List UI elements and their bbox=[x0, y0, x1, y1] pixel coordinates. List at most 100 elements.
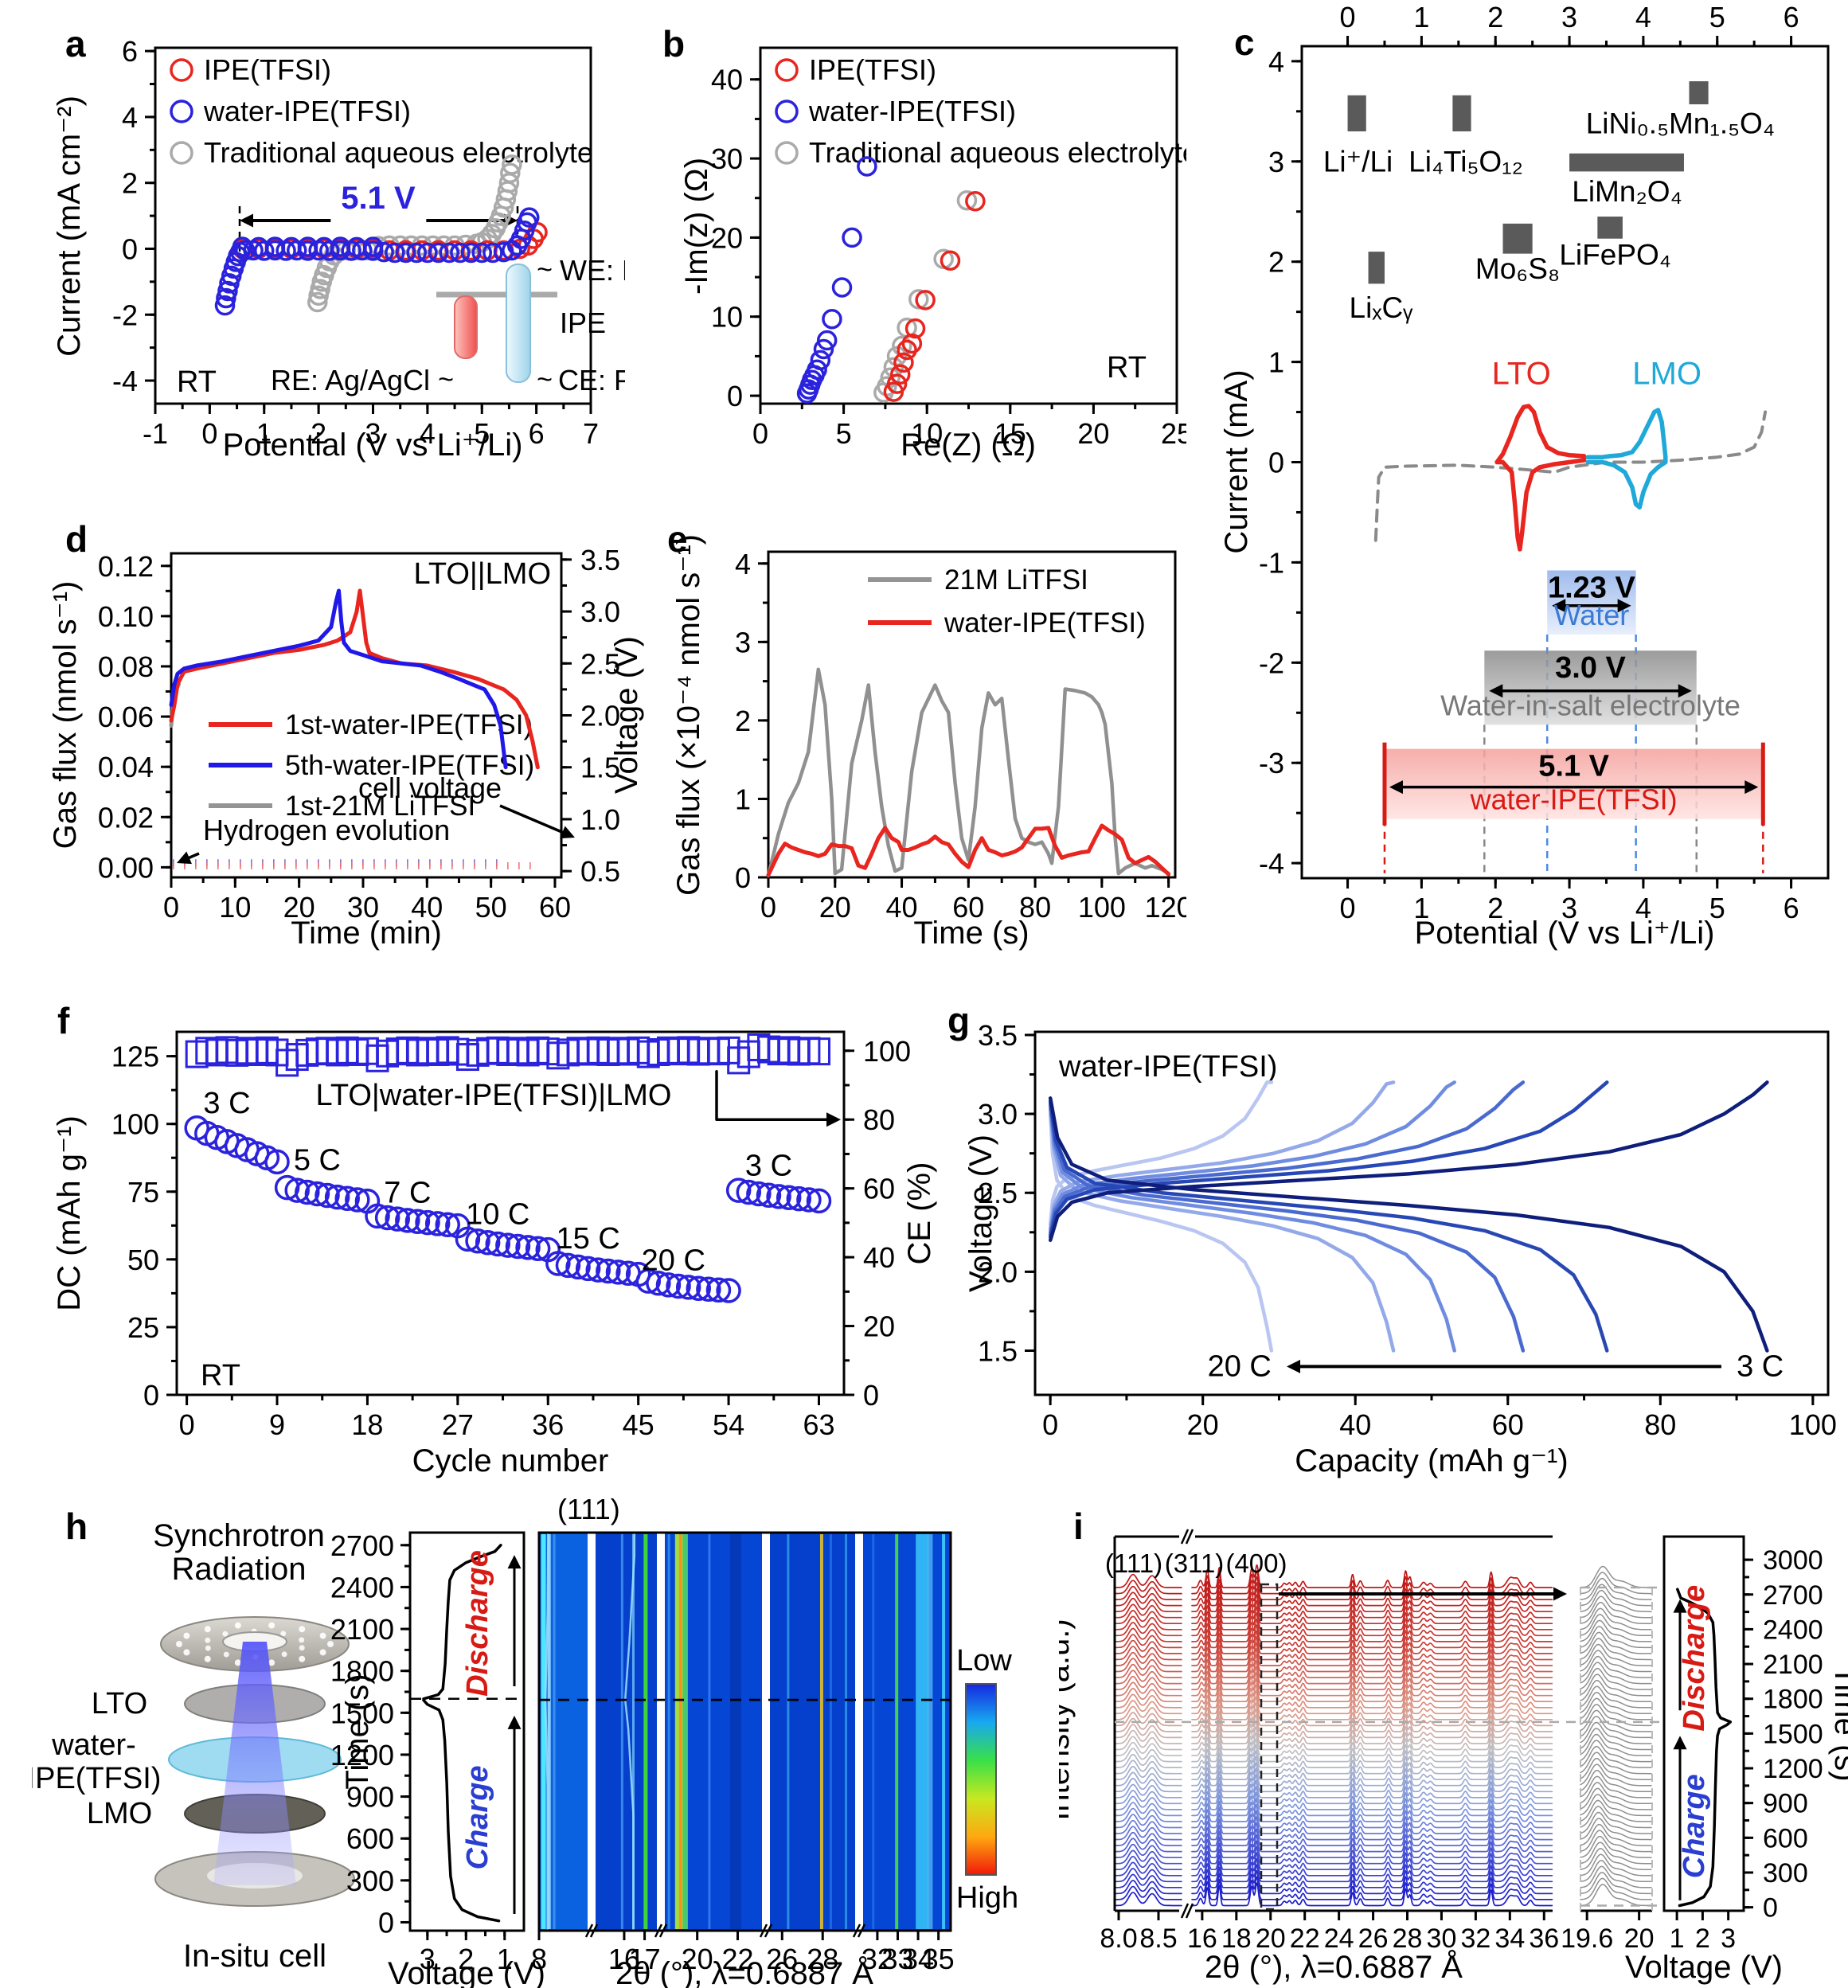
svg-text:Radiation: Radiation bbox=[171, 1552, 306, 1587]
svg-text:2.5: 2.5 bbox=[580, 647, 620, 680]
svg-text:-1: -1 bbox=[1259, 546, 1284, 579]
panel-e-chart: 0 20 40 60 80 100 120 0 1 2 3 4 Time (s) Gas flux (×1… bbox=[671, 534, 1186, 951]
svg-text:1: 1 bbox=[1413, 1, 1429, 33]
svg-text:45: 45 bbox=[623, 1408, 654, 1441]
svg-text:2θ (°), λ=0.6887 Å: 2θ (°), λ=0.6887 Å bbox=[615, 1955, 873, 1988]
svg-text:100: 100 bbox=[1789, 1408, 1837, 1441]
svg-text:32: 32 bbox=[861, 1943, 893, 1975]
svg-text:36: 36 bbox=[532, 1408, 564, 1441]
svg-text:Li⁺/Li: Li⁺/Li bbox=[1323, 145, 1393, 178]
svg-text:0: 0 bbox=[1042, 1408, 1058, 1441]
svg-text:20: 20 bbox=[1077, 417, 1109, 450]
svg-text:Charge: Charge bbox=[461, 1765, 494, 1869]
svg-text:100: 100 bbox=[1078, 891, 1126, 924]
svg-text:30: 30 bbox=[347, 891, 379, 924]
svg-text:2: 2 bbox=[735, 705, 751, 737]
svg-text:18: 18 bbox=[351, 1408, 383, 1441]
svg-text:4: 4 bbox=[420, 417, 436, 450]
svg-text:water-IPE(TFSI): water-IPE(TFSI) bbox=[944, 607, 1146, 639]
svg-text:Cycle number: Cycle number bbox=[412, 1443, 609, 1478]
svg-text:22: 22 bbox=[721, 1943, 753, 1975]
svg-text:0.04: 0.04 bbox=[98, 751, 154, 783]
svg-text:9: 9 bbox=[269, 1408, 285, 1441]
svg-text:LTO||LMO: LTO||LMO bbox=[414, 557, 551, 591]
svg-text:28: 28 bbox=[1393, 1924, 1423, 1954]
svg-text:5: 5 bbox=[836, 417, 852, 450]
svg-text:0.5: 0.5 bbox=[580, 855, 620, 888]
svg-text:~: ~ bbox=[537, 365, 553, 395]
svg-text:5.1 V: 5.1 V bbox=[341, 181, 416, 216]
svg-text:2: 2 bbox=[1487, 1, 1503, 33]
svg-text:1500: 1500 bbox=[330, 1697, 394, 1729]
svg-text:RT: RT bbox=[177, 365, 217, 399]
svg-text:3.5: 3.5 bbox=[580, 544, 620, 576]
svg-text:0: 0 bbox=[752, 417, 768, 450]
svg-text:0: 0 bbox=[163, 891, 179, 924]
svg-text:Li₄Ti₅O₁₂: Li₄Ti₅O₁₂ bbox=[1408, 145, 1523, 178]
svg-text:5: 5 bbox=[1709, 892, 1725, 924]
svg-text:600: 600 bbox=[346, 1822, 394, 1855]
svg-text:0: 0 bbox=[143, 1379, 159, 1412]
svg-text:2700: 2700 bbox=[330, 1529, 394, 1562]
svg-text:IPE(TFSI): IPE(TFSI) bbox=[32, 1762, 161, 1795]
svg-text:-2: -2 bbox=[112, 299, 138, 331]
svg-text:50: 50 bbox=[127, 1244, 159, 1276]
svg-text:Charge: Charge bbox=[1678, 1774, 1711, 1878]
svg-text:80: 80 bbox=[1019, 891, 1051, 924]
svg-text:2: 2 bbox=[1268, 246, 1284, 279]
svg-text:~: ~ bbox=[438, 365, 454, 395]
svg-text:28: 28 bbox=[807, 1943, 838, 1975]
svg-text:10: 10 bbox=[711, 301, 743, 334]
svg-text:1: 1 bbox=[1268, 346, 1284, 379]
svg-text:Voltage (V): Voltage (V) bbox=[963, 1135, 998, 1292]
svg-text:(111): (111) bbox=[557, 1493, 620, 1525]
svg-text:5 C: 5 C bbox=[294, 1144, 341, 1178]
svg-text:RE: Ag/AgCl: RE: Ag/AgCl bbox=[271, 364, 430, 396]
panel-e-label: e bbox=[667, 518, 688, 560]
svg-text:600: 600 bbox=[1763, 1823, 1808, 1853]
svg-text:60: 60 bbox=[863, 1173, 895, 1205]
svg-text:0.02: 0.02 bbox=[98, 801, 154, 834]
svg-text:80: 80 bbox=[863, 1103, 895, 1136]
svg-text:LTO: LTO bbox=[92, 1687, 147, 1720]
svg-text:0: 0 bbox=[1268, 447, 1284, 479]
svg-text:LiNi₀.₅Mn₁.₅O₄: LiNi₀.₅Mn₁.₅O₄ bbox=[1586, 107, 1775, 140]
svg-text:40: 40 bbox=[886, 891, 918, 924]
svg-text:Time (min): Time (min) bbox=[291, 916, 442, 951]
svg-text:100: 100 bbox=[863, 1035, 911, 1068]
svg-text:34: 34 bbox=[902, 1943, 934, 1975]
svg-text:10: 10 bbox=[219, 891, 251, 924]
svg-text:20: 20 bbox=[1624, 1924, 1655, 1954]
svg-text:6: 6 bbox=[1784, 892, 1799, 924]
svg-text:2θ (°), λ=0.6887 Å: 2θ (°), λ=0.6887 Å bbox=[1205, 1949, 1463, 1985]
svg-text:1: 1 bbox=[497, 1943, 513, 1975]
svg-text:DC (mAh g⁻¹): DC (mAh g⁻¹) bbox=[52, 1115, 87, 1311]
svg-text:(111): (111) bbox=[1105, 1549, 1162, 1578]
svg-text:900: 900 bbox=[1763, 1789, 1808, 1819]
svg-text:60: 60 bbox=[1492, 1408, 1524, 1441]
svg-text:5: 5 bbox=[1709, 1, 1725, 33]
svg-text:1800: 1800 bbox=[330, 1655, 394, 1688]
svg-text:20 C: 20 C bbox=[1208, 1349, 1272, 1383]
svg-text:1: 1 bbox=[735, 783, 751, 815]
svg-text:7 C: 7 C bbox=[384, 1176, 431, 1209]
svg-text:18: 18 bbox=[1221, 1924, 1252, 1954]
svg-text:3: 3 bbox=[1561, 892, 1577, 924]
svg-text:2700: 2700 bbox=[1763, 1580, 1823, 1611]
svg-text:20: 20 bbox=[682, 1943, 713, 1975]
svg-text:8.5: 8.5 bbox=[1139, 1924, 1177, 1954]
svg-text:Discharge: Discharge bbox=[461, 1550, 494, 1697]
svg-text:In-situ cell: In-situ cell bbox=[183, 1939, 326, 1974]
svg-text:1st-water-IPE(TFSI): 1st-water-IPE(TFSI) bbox=[285, 709, 533, 740]
svg-text:32: 32 bbox=[1460, 1924, 1491, 1954]
svg-text:6: 6 bbox=[1784, 1, 1799, 33]
svg-text:1: 1 bbox=[256, 417, 272, 450]
svg-text:2: 2 bbox=[122, 167, 138, 200]
svg-text:3: 3 bbox=[420, 1943, 436, 1975]
svg-text:6: 6 bbox=[122, 35, 138, 68]
svg-text:22: 22 bbox=[1290, 1924, 1320, 1954]
svg-text:40: 40 bbox=[711, 64, 743, 96]
